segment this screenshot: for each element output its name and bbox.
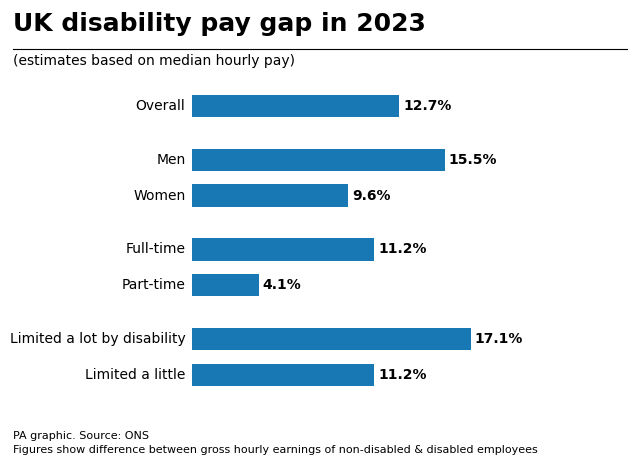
Text: Figures show difference between gross hourly earnings of non-disabled & disabled: Figures show difference between gross ho… [13,446,538,455]
Text: Women: Women [133,189,186,203]
Text: Overall: Overall [136,99,186,113]
Bar [192,184,348,207]
Bar [192,328,470,350]
Text: UK disability pay gap in 2023: UK disability pay gap in 2023 [13,12,426,35]
Bar [192,363,374,386]
Text: PA graphic. Source: ONS: PA graphic. Source: ONS [13,432,149,441]
Bar [192,95,399,117]
Bar [192,149,445,171]
Text: 11.2%: 11.2% [378,242,427,256]
Text: Part-time: Part-time [122,278,186,292]
Bar [192,274,259,297]
Text: (estimates based on median hourly pay): (estimates based on median hourly pay) [13,54,295,68]
Text: 15.5%: 15.5% [449,153,497,167]
Text: Full-time: Full-time [125,242,186,256]
Bar [192,238,374,261]
Text: 17.1%: 17.1% [475,332,523,346]
Text: Limited a little: Limited a little [85,368,186,382]
Text: 9.6%: 9.6% [353,189,391,203]
Text: 4.1%: 4.1% [263,278,301,292]
Text: Men: Men [156,153,186,167]
Text: 11.2%: 11.2% [378,368,427,382]
Text: 12.7%: 12.7% [403,99,451,113]
Text: Limited a lot by disability: Limited a lot by disability [10,332,186,346]
